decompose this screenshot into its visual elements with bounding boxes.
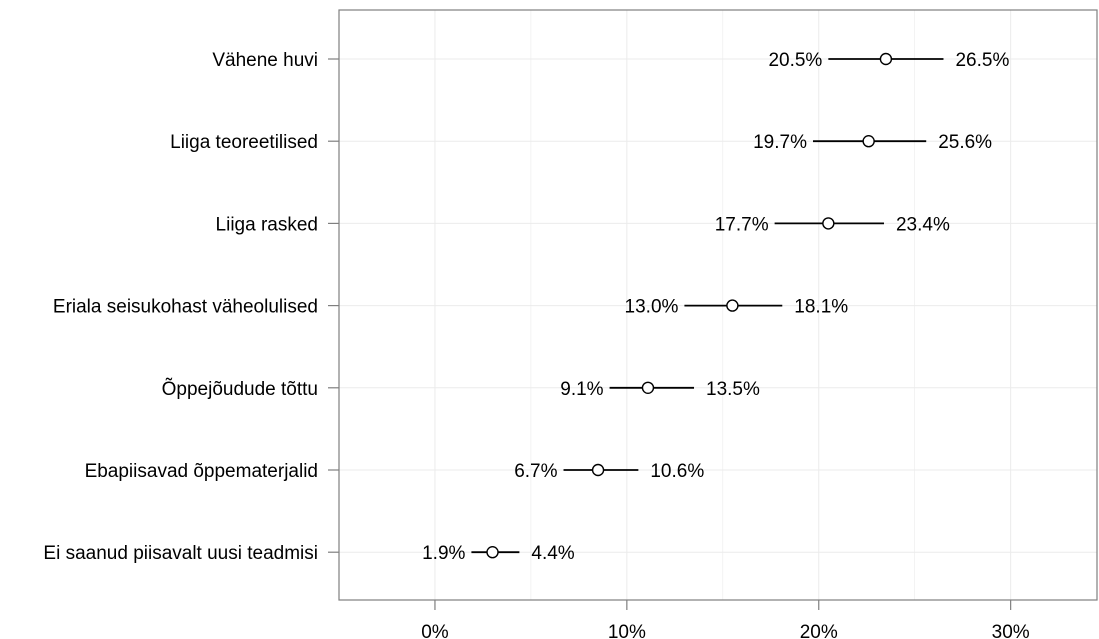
- upper-bound-label: 13.5%: [706, 379, 760, 400]
- category-label: Liiga rasked: [216, 214, 318, 235]
- data-marks: 20.5% 26.5% 19.7% 25.6% 17.7% 23.4% 13.0% 18.1%…: [422, 50, 1009, 564]
- upper-bound-label: 10.6%: [650, 461, 704, 482]
- estimate-point: [641, 381, 655, 394]
- lower-bound-label: 9.1%: [560, 379, 603, 400]
- x-tick-label: 10%: [608, 622, 646, 639]
- lower-bound-label: 19.7%: [753, 132, 807, 153]
- estimate-point: [486, 546, 499, 559]
- x-tick-label: 0%: [421, 622, 449, 639]
- estimate-point: [879, 52, 893, 66]
- lower-bound-label: 13.0%: [625, 297, 679, 318]
- upper-bound-label: 4.4%: [531, 543, 574, 564]
- category-label: Vähene huvi: [212, 50, 318, 71]
- grid-lines: [338, 10, 1097, 600]
- lower-bound-label: 1.9%: [422, 543, 465, 564]
- category-label: Õppejõudude tõttu: [162, 378, 318, 400]
- estimate-point: [726, 299, 739, 312]
- estimate-point: [862, 134, 875, 148]
- lower-bound-label: 17.7%: [715, 214, 769, 235]
- estimate-point: [822, 217, 835, 230]
- x-tick-label: 30%: [992, 622, 1030, 639]
- upper-bound-label: 23.4%: [896, 214, 950, 235]
- category-label: Ei saanud piisavalt uusi teadmisi: [43, 543, 318, 564]
- upper-bound-label: 25.6%: [938, 132, 992, 153]
- lower-bound-label: 6.7%: [514, 461, 557, 482]
- category-label: Ebapiisavad õppematerjalid: [85, 461, 318, 482]
- category-label: Liiga teoreetilised: [170, 132, 318, 153]
- upper-bound-label: 26.5%: [955, 50, 1009, 71]
- lower-bound-label: 20.5%: [768, 50, 822, 71]
- estimate-point: [591, 463, 605, 477]
- category-label: Eriala seisukohast väheolulised: [53, 297, 318, 318]
- axes: Vähene huvi Liiga teoreetilised Liiga rask…: [43, 50, 1029, 639]
- x-tick-label: 20%: [800, 622, 838, 639]
- upper-bound-label: 18.1%: [794, 297, 848, 318]
